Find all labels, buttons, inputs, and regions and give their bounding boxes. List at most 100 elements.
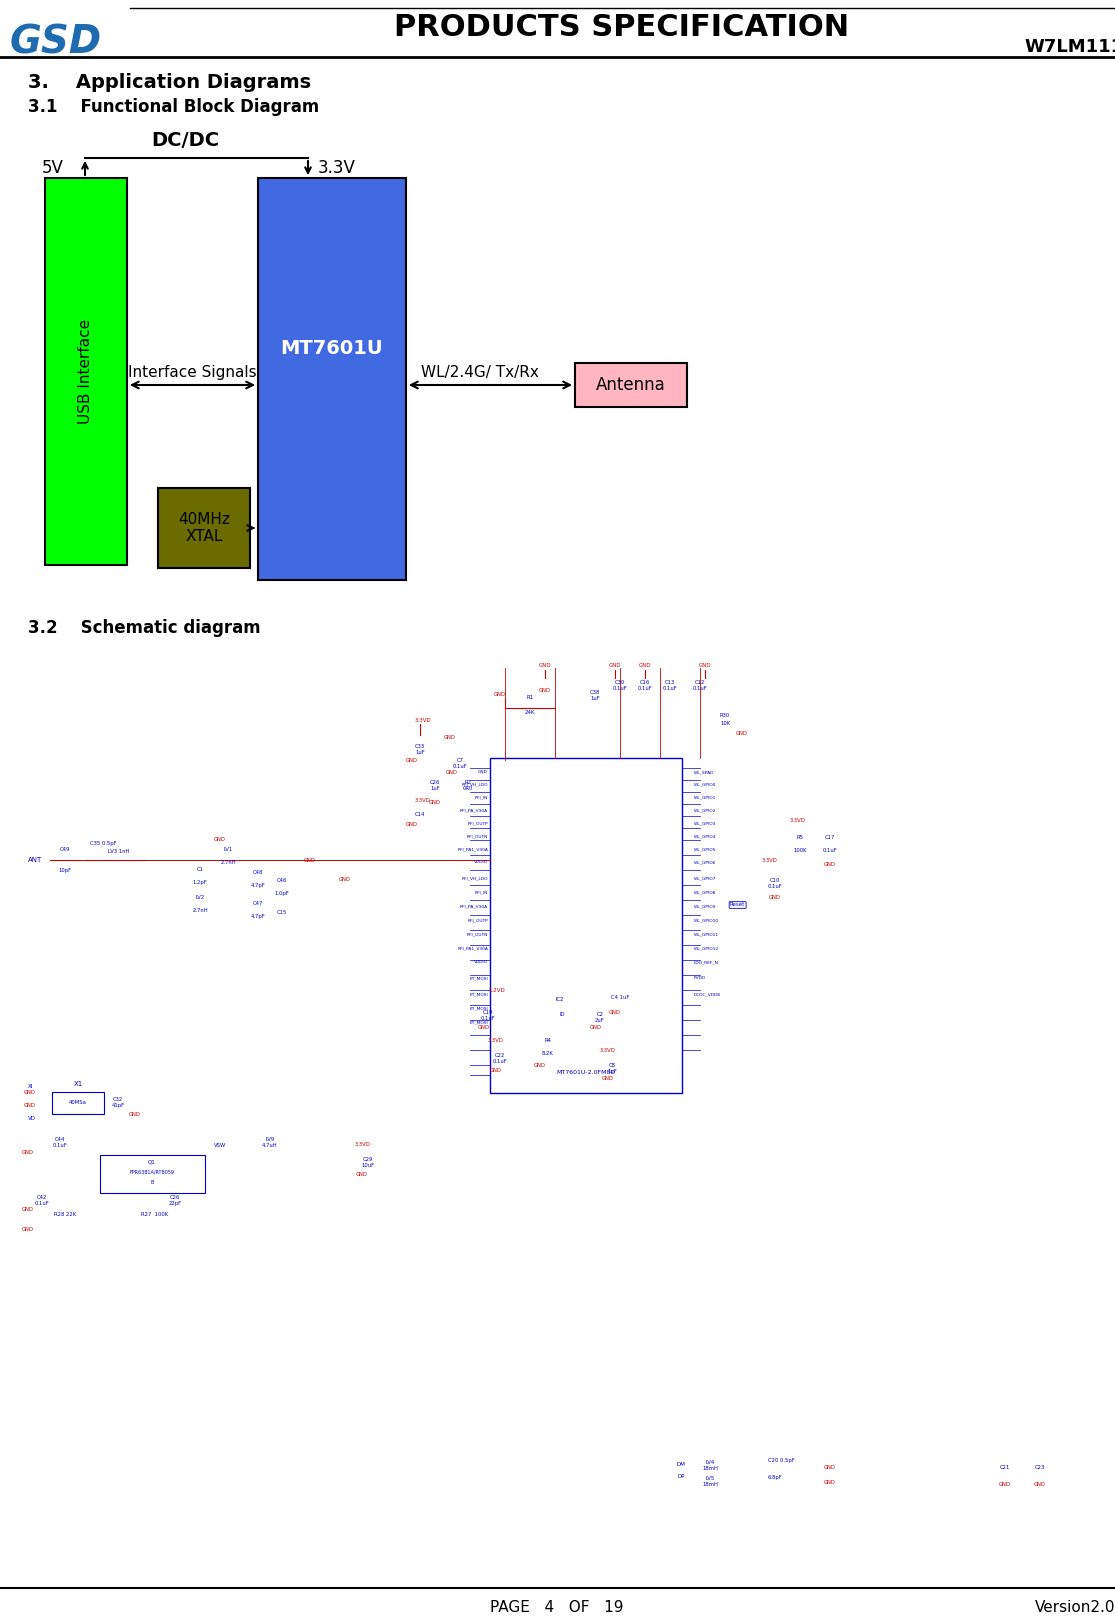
Text: GND: GND [491,1067,502,1074]
Text: WL_GPIO6: WL_GPIO6 [694,860,716,865]
Text: C46: C46 [277,878,288,882]
Text: W7LM1110: W7LM1110 [1025,37,1115,57]
Text: GND: GND [824,1465,836,1470]
Text: VDDIO: VDDIO [474,960,488,963]
Text: RFI_PA_V30A: RFI_PA_V30A [459,903,488,908]
Bar [100,1155,205,1194]
Text: GND: GND [494,693,506,697]
Text: C16
0.1uF: C16 0.1uF [638,680,652,691]
Text: DC/DC: DC/DC [151,130,219,149]
Text: 3.3VD: 3.3VD [355,1142,371,1147]
Text: PVDD: PVDD [694,976,706,980]
Bar [489,757,682,1093]
Text: Antenna: Antenna [597,376,666,394]
Text: 100K: 100K [793,848,807,853]
Text: C8
1uF: C8 1uF [608,1062,617,1074]
Text: ET_MOSI: ET_MOSI [469,1020,488,1023]
Text: FPR6381A/RT8059: FPR6381A/RT8059 [129,1169,174,1174]
Text: ET_MOSI: ET_MOSI [469,993,488,996]
Text: C22
0.1uF: C22 0.1uF [493,1053,507,1064]
Text: 3.3VD: 3.3VD [600,1048,615,1053]
Text: GND: GND [699,663,711,668]
Text: RFI_PA1_V30A: RFI_PA1_V30A [457,946,488,950]
Text: ID: ID [560,1012,565,1017]
Text: ET_MOSI: ET_MOSI [469,976,488,980]
Text: WL_GPIO1: WL_GPIO1 [694,795,716,800]
Text: GND: GND [304,858,316,863]
Text: RFI_IN: RFI_IN [475,795,488,800]
Text: R28 22K: R28 22K [54,1212,76,1216]
Text: GND: GND [444,735,456,740]
Text: GND: GND [609,1011,621,1015]
Text: ANT: ANT [28,856,42,863]
Text: WL_GPIO11: WL_GPIO11 [694,933,719,936]
Text: LV4
18mH: LV4 18mH [702,1460,718,1471]
Text: LV1: LV1 [223,847,233,852]
Text: 3.3VD: 3.3VD [488,1038,504,1043]
Text: C10
0.1uF: C10 0.1uF [767,878,783,889]
Text: GND: GND [534,1062,546,1067]
Text: Reset: Reset [730,902,745,907]
Text: RFI_PA1_V30A: RFI_PA1_V30A [457,847,488,852]
Text: C32
41pF: C32 41pF [112,1096,125,1108]
Text: 40MSa: 40MSa [69,1100,87,1106]
Text: WL_GPIO5: WL_GPIO5 [694,847,717,852]
Text: 3.3VD: 3.3VD [762,858,778,863]
Text: C47: C47 [253,900,263,907]
Text: 3.    Application Diagrams: 3. Application Diagrams [28,73,311,91]
Text: GND: GND [609,663,621,668]
Text: 1.2pF: 1.2pF [193,881,207,886]
Text: GND: GND [339,878,351,882]
Text: RFI_PA_V30A: RFI_PA_V30A [459,808,488,813]
Bar [45,178,127,564]
Text: LV3 1nH: LV3 1nH [108,848,129,855]
Text: 5V: 5V [42,159,64,177]
Bar [258,178,406,581]
Text: WL_SPAD: WL_SPAD [694,770,715,774]
Text: RFI_VH_LDO: RFI_VH_LDO [462,876,488,881]
Text: GND: GND [539,688,551,693]
Text: B: B [151,1179,154,1186]
Text: C38
1uF: C38 1uF [590,689,600,701]
Text: USB Interface: USB Interface [78,320,94,423]
Text: WL_GPIO8: WL_GPIO8 [694,890,716,894]
Text: C30
0.1uF: C30 0.1uF [612,680,628,691]
Text: Q1: Q1 [148,1160,156,1165]
Text: GND: GND [22,1226,33,1233]
Text: WL_GPIO2: WL_GPIO2 [694,808,716,813]
Text: GND: GND [590,1025,602,1030]
Text: C15: C15 [277,910,288,915]
Text: 24K: 24K [525,710,535,715]
Text: C21: C21 [1000,1465,1010,1470]
Text: 0.1uF: 0.1uF [823,848,837,853]
Text: DM: DM [676,1463,685,1468]
Text: GND: GND [602,1075,614,1080]
Text: GND: GND [736,732,748,736]
Text: WL_GPIO3: WL_GPIO3 [694,821,716,826]
Text: 4.7pF: 4.7pF [251,882,265,887]
Text: 10K: 10K [720,722,730,727]
Text: GND: GND [406,822,418,827]
Text: MT7601U: MT7601U [281,339,384,358]
Text: C23: C23 [1035,1465,1045,1470]
Text: 1.0pF: 1.0pF [274,890,290,895]
Text: RFI_IN: RFI_IN [475,890,488,894]
Text: 3.1    Functional Block Diagram: 3.1 Functional Block Diagram [28,97,319,117]
Text: 8.2K: 8.2K [542,1051,554,1056]
Text: X1: X1 [74,1080,83,1087]
Text: RFI_VH_LDO: RFI_VH_LDO [462,782,488,787]
Text: WL_GPIO4: WL_GPIO4 [694,834,716,839]
Text: IC2: IC2 [555,998,564,1002]
Text: GND: GND [356,1173,368,1178]
Text: MT7601U-2.0FM8D: MT7601U-2.0FM8D [556,1071,615,1075]
Text: 3.2    Schematic diagram: 3.2 Schematic diagram [28,620,261,637]
Text: GND: GND [214,837,226,842]
Text: GND: GND [824,861,836,868]
Text: VD: VD [28,1116,36,1121]
Text: C12
0.1uF: C12 0.1uF [692,680,707,691]
Text: GND: GND [25,1090,36,1095]
Text: GND: GND [22,1150,33,1155]
Text: 10pF: 10pF [58,868,71,873]
Text: GND: GND [999,1483,1011,1487]
Text: C26
22pF: C26 22pF [168,1195,182,1205]
